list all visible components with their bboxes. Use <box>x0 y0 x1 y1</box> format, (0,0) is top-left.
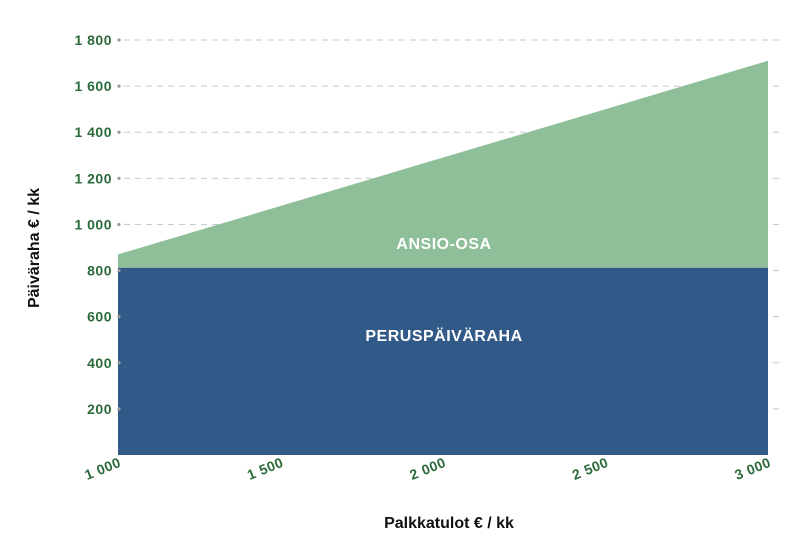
x-tick-label: 1 000 <box>82 454 123 483</box>
plot-areas <box>118 60 768 455</box>
y-axis-title: Päiväraha € / kk <box>26 188 43 308</box>
y-tick-dot <box>117 84 121 88</box>
y-tick-dot <box>117 176 121 180</box>
x-tick-label: 2 000 <box>407 454 448 483</box>
series-label-ansio-osa: ANSIO-OSA <box>396 236 491 253</box>
series-labels: ANSIO-OSA PERUSPÄIVÄRAHA <box>365 236 522 345</box>
y-tick-dot <box>117 407 121 411</box>
y-tick-label: 200 <box>87 401 112 417</box>
x-tick-label: 1 500 <box>245 454 286 483</box>
x-axis-ticks: 1 000 1 500 2 000 2 500 3 000 <box>82 454 773 483</box>
y-tick-label: 1 600 <box>74 78 112 94</box>
y-axis-ticks: 200 400 600 800 1 000 1 200 1 400 1 600 1 800 <box>74 32 121 417</box>
y-tick-dot <box>117 315 121 319</box>
area-peruspaivaraha <box>118 267 768 455</box>
y-tick-label: 1 000 <box>74 216 112 232</box>
y-tick-label: 600 <box>87 309 112 325</box>
y-tick-dot <box>117 268 121 273</box>
y-tick-dot <box>117 38 121 42</box>
y-tick-label: 800 <box>87 263 112 279</box>
y-tick-dot <box>117 130 121 134</box>
x-tick-label: 3 000 <box>732 454 773 483</box>
series-label-peruspaivaraha: PERUSPÄIVÄRAHA <box>365 327 522 345</box>
y-tick-label: 1 400 <box>74 124 112 140</box>
area-ansio-osa <box>118 60 768 268</box>
x-axis-title: Palkkatulot € / kk <box>384 515 514 532</box>
y-tick-dot <box>117 361 121 365</box>
x-tick-label: 2 500 <box>570 454 611 483</box>
y-tick-label: 400 <box>87 355 112 371</box>
y-tick-label: 1 800 <box>74 32 112 48</box>
y-tick-label: 1 200 <box>74 170 112 186</box>
y-tick-dot <box>117 222 121 227</box>
